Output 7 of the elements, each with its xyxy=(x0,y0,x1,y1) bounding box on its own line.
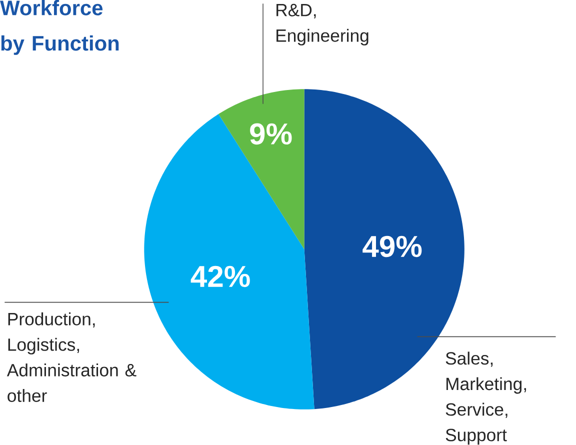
data-label: 42% xyxy=(190,266,250,288)
slice-label: Production, Logistics, Administration & other xyxy=(6,312,136,402)
slice-label: Sales, Marketing, Service, Support xyxy=(446,352,526,445)
text: Workforce by Function xyxy=(0,0,119,55)
slice-label: R&D, Engineering xyxy=(276,4,368,46)
data-label: 49% xyxy=(362,236,422,258)
data-label: 9% xyxy=(250,123,292,145)
